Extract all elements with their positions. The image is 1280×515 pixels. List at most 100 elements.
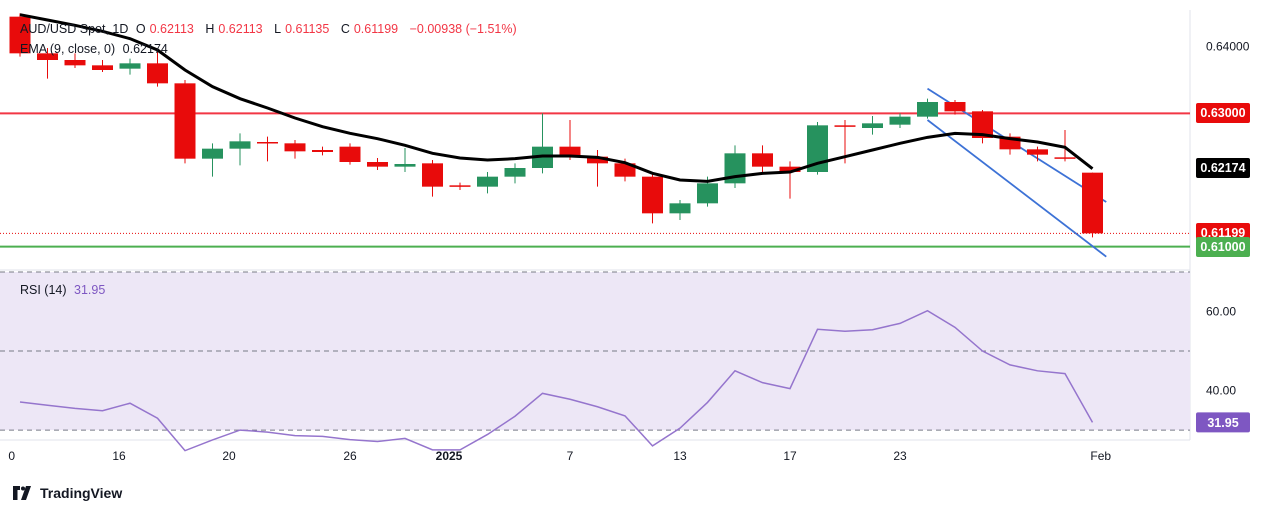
x-tick-label: 13 [673,449,687,463]
x-tick-label: 7 [567,449,574,463]
candle-body [64,60,86,66]
candle [642,173,663,224]
candle-body [889,116,911,125]
candle-body [587,156,608,164]
candle [202,143,223,177]
candle [972,110,993,144]
tradingview-logo[interactable]: TradingView [10,485,122,501]
candle-body [697,183,718,204]
x-tick-label: 0 [8,449,15,463]
open-label: O 0.62113 [135,22,194,36]
candle [532,113,553,174]
rsi-label[interactable]: RSI (14) [20,283,67,297]
candle [779,161,801,199]
rsi-tick-label: 40.00 [1206,384,1236,398]
candle [669,200,691,220]
candle [752,145,773,174]
candle [9,13,31,57]
candle-body [862,123,883,128]
candle-body [284,143,306,152]
x-tick-label: 26 [343,449,357,463]
candle-body [147,63,168,84]
candle-body [834,125,856,127]
price-tick-label: 0.64000 [1206,40,1250,54]
candle [1082,172,1103,238]
candle-body [1082,172,1103,234]
ohlc-header: AUD/USD Spot, 1D O 0.62113 H 0.62113 L 0.61… [20,22,521,36]
rsi-value-tag [1196,412,1250,433]
low-label: L 0.61135 [274,22,330,36]
open-value: 0.62113 [149,22,194,36]
price-tag: 0.63000 [1196,103,1250,124]
ema-header: EMA (9, close, 0) 0.62174 [20,42,172,56]
candle-body [944,102,966,112]
candle-body [669,203,691,214]
candle-body [752,153,773,167]
candle [284,140,306,159]
rsi-header: RSI (14) 31.95 [20,283,109,297]
high-label: H 0.62113 [205,22,263,36]
candle-body [119,63,141,69]
candle-body [394,164,416,167]
candle [147,52,168,87]
candle [477,172,498,194]
candle-body [202,148,223,159]
candle [257,136,278,162]
candle-body [642,176,663,214]
brand-name: TradingView [40,485,123,501]
candle [174,80,196,164]
channel-lower-line [926,119,1107,258]
candle-body [559,146,581,157]
candle [37,48,58,79]
close-value: 0.61199 [353,22,399,36]
candle-body [257,142,278,144]
candle [449,182,471,190]
price-tag: 0.61000 [1196,236,1250,257]
candle [394,148,416,172]
candle-body [9,16,31,54]
candle [119,58,141,75]
rsi-value-tag-label: 31.95 [1207,416,1238,430]
candle-body [312,150,333,152]
candle-body [1027,149,1048,155]
candle-body [972,111,993,138]
candle [944,100,966,115]
symbol-label[interactable]: AUD/USD Spot, 1D [20,22,129,36]
price-tag: 0.62174 [1196,158,1250,179]
candle [229,133,251,166]
candle [312,146,333,156]
x-tick-label: 2025 [436,449,463,463]
candle-body [339,146,361,162]
high-value: 0.62113 [218,22,263,36]
candle-body [367,162,388,167]
tradingview-icon [13,486,31,500]
close-label: C 0.61199 [340,22,399,36]
ema-line [19,13,1094,183]
candle [1027,146,1048,162]
ema-value: 0.62174 [122,42,168,56]
candle-body [92,65,113,70]
ema-label[interactable]: EMA (9, close, 0) [20,42,116,56]
price-pane: 0.64000 [0,13,1250,258]
candle-body [449,185,471,187]
rsi-tick-label: 60.00 [1206,305,1236,319]
candle [807,122,828,175]
candle [559,120,581,160]
x-tick-label: 20 [222,449,236,463]
x-axis: 0 16 20 26 2025 7 13 17 23 Feb [8,449,1111,463]
x-tick-label: Feb [1090,449,1111,463]
candle-body [422,163,443,187]
candle [889,113,911,128]
x-tick-label: 17 [783,449,797,463]
rsi-value: 31.95 [74,283,106,297]
candle [862,116,883,135]
candle [917,98,938,119]
candle-body [614,163,636,177]
candle-body [229,141,251,149]
low-value: 0.61135 [285,22,330,36]
rsi-pane: 60.00 40.00 31.95 [0,271,1250,452]
x-tick-label: 16 [112,449,126,463]
candle [367,158,388,170]
candle [724,145,746,188]
